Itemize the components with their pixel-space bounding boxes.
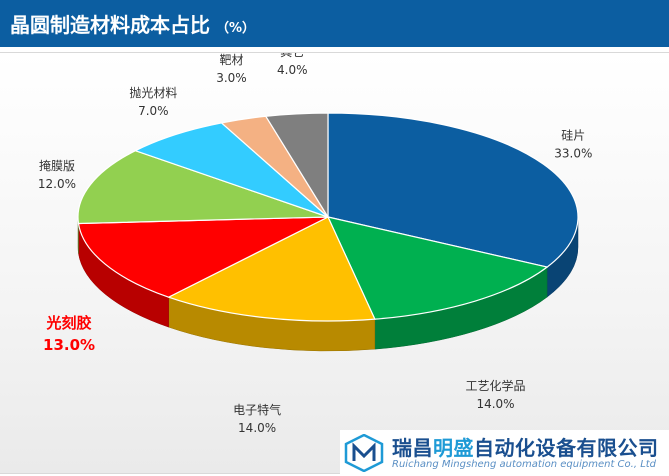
pie-slice-5 (133, 122, 329, 218)
chart-title-unit: （%） (216, 21, 256, 36)
slice-value-4: 12.0% (38, 177, 76, 191)
pie-slice-1 (326, 216, 549, 320)
pie-slice-0 (327, 112, 579, 268)
pie-sides (77, 216, 579, 352)
slice-label-3: 光刻胶 (46, 314, 92, 332)
logo-name-part2: 明盛 (433, 436, 474, 460)
chart-title-text: 晶圆制造材料成本占比 (10, 13, 210, 37)
chart-title: 晶圆制造材料成本占比 （%） (10, 9, 255, 38)
slice-label-1: 工艺化学品 (466, 378, 526, 393)
slice-value-5: 7.0% (138, 104, 169, 118)
slice-value-1: 14.0% (476, 397, 514, 411)
pie-slice-3 (77, 216, 329, 298)
pie-slice-7 (264, 112, 329, 220)
slice-label-4: 掩膜版 (39, 159, 75, 173)
pie-slice-4 (77, 150, 329, 225)
pie-tops (77, 112, 579, 322)
slice-value-2: 14.0% (238, 421, 276, 435)
logo-name-part1: 瑞昌 (392, 436, 433, 460)
slice-value-7: 4.0% (277, 63, 308, 77)
slice-value-3: 13.0% (43, 336, 95, 354)
slice-value-0: 33.0% (554, 147, 592, 161)
title-bar: 晶圆制造材料成本占比 （%） (0, 0, 669, 47)
logo-company-name: 瑞昌明盛自动化设备有限公司 (392, 432, 659, 461)
company-logo: 瑞昌明盛自动化设备有限公司 Ruichang Mingsheng automat… (340, 430, 669, 476)
logo-name-part3: 自动化设备有限公司 (474, 436, 659, 460)
slice-label-5: 抛光材料 (129, 85, 177, 100)
slice-label-6: 靶材 (219, 53, 243, 67)
logo-english-name: Ruichang Mingsheng automation equipment … (392, 459, 657, 470)
pie-chart: 硅片 33.0% 工艺化学品 14.0% 电子特气 14.0% 光刻胶 13.0% 掩膜版 12.… (38, 53, 592, 435)
pie-slice-2 (167, 216, 376, 322)
logo-mark-icon (344, 434, 384, 472)
slice-label-0: 硅片 (561, 129, 585, 143)
plot-area: 硅片 33.0% 工艺化学品 14.0% 电子特气 14.0% 光刻胶 13.0% 掩膜版 12.… (0, 52, 669, 474)
slice-label-2: 电子特气 (233, 402, 281, 417)
slice-label-7: 其它 (280, 53, 304, 59)
pie-labels: 硅片 33.0% 工艺化学品 14.0% 电子特气 14.0% 光刻胶 13.0% 掩膜版 12.… (38, 53, 592, 435)
slice-value-6: 3.0% (216, 71, 247, 85)
